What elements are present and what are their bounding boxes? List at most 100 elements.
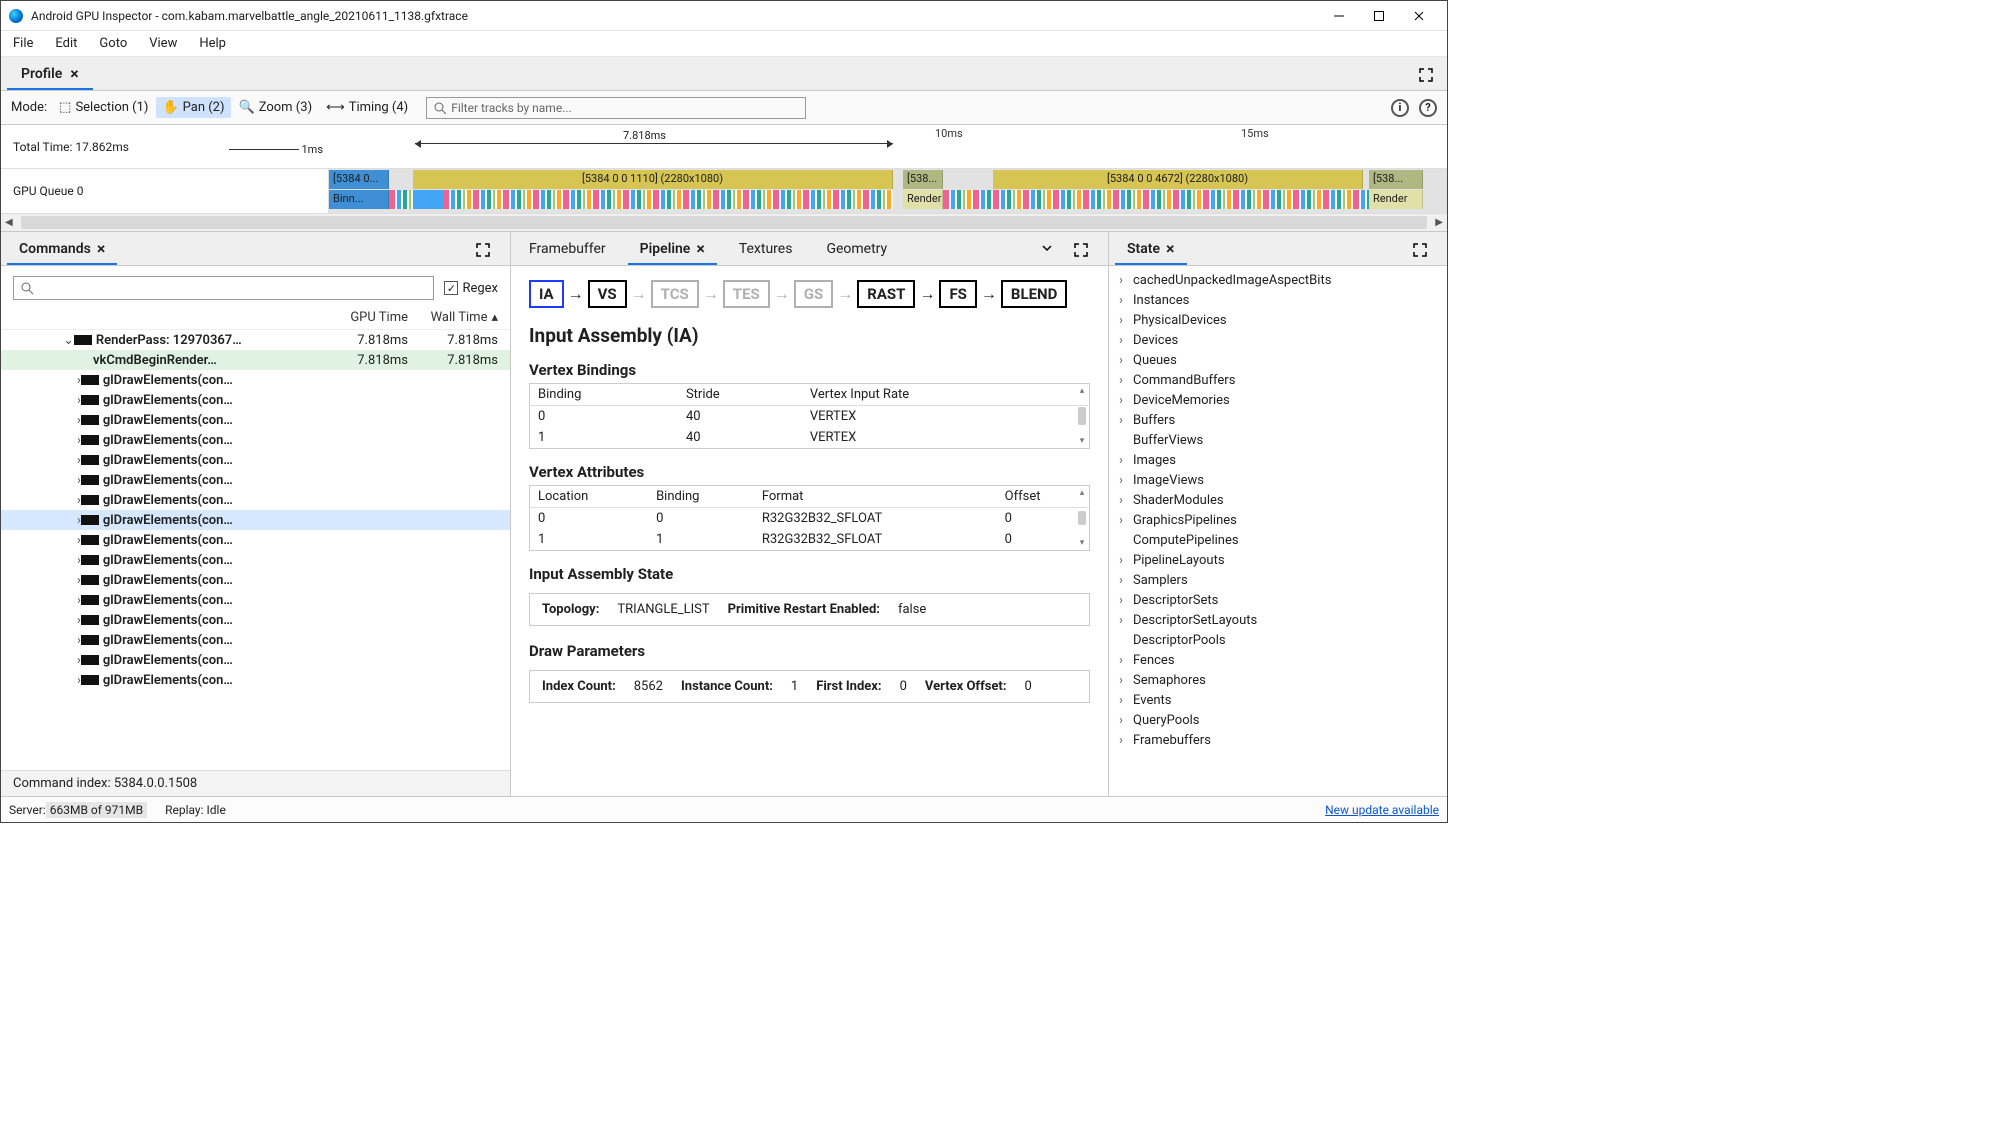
state-item[interactable]: ›CommandBuffers [1109,370,1447,390]
mode-pan[interactable]: ✋Pan (2) [156,97,230,118]
expand-icon[interactable]: › [1119,473,1133,488]
col-wall-time[interactable]: Wall Time▴ [408,310,498,325]
maximize-panel-button[interactable] [1415,64,1437,90]
filter-input[interactable]: Filter tracks by name... [426,97,806,119]
col-header[interactable]: Vertex Input Rate [802,384,1089,406]
scrollbar[interactable]: ▴▾ [1077,488,1087,548]
command-row[interactable]: vkCmdBeginRender…7.818ms7.818ms [1,350,510,370]
stage-tcs[interactable]: TCS [651,280,699,308]
state-item[interactable]: ›cachedUnpackedImageAspectBits [1109,270,1447,290]
close-button[interactable] [1399,2,1439,30]
scroll-right-icon[interactable]: ▶ [1435,217,1443,228]
state-item[interactable]: ›QueryPools [1109,710,1447,730]
timeline-stripes[interactable] [413,190,893,209]
state-item[interactable]: ›ImageViews [1109,470,1447,490]
menu-edit[interactable]: Edit [51,33,81,54]
col-header[interactable]: Stride [678,384,802,406]
command-row[interactable]: ›glDrawElements(con… [1,430,510,450]
tab-profile[interactable]: Profile × [7,59,93,90]
stage-blend[interactable]: BLEND [1001,280,1067,308]
pipeline-expand-button[interactable] [1070,239,1092,265]
timeline-bar[interactable]: Binn... [329,190,389,209]
menu-help[interactable]: Help [195,33,230,54]
state-item[interactable]: ›Framebuffers [1109,730,1447,750]
mode-timing[interactable]: ⟷Timing (4) [320,97,414,118]
command-row[interactable]: ›glDrawElements(con… [1,450,510,470]
scroll-left-icon[interactable]: ◀ [5,217,13,228]
command-row[interactable]: ›glDrawElements(con… [1,670,510,690]
update-link[interactable]: New update available [1325,803,1439,817]
expand-icon[interactable]: › [1119,673,1133,688]
table-row[interactable]: 00R32G32B32_SFLOAT0 [530,508,1089,530]
state-item[interactable]: ›Buffers [1109,410,1447,430]
table-row[interactable]: 11R32G32B32_SFLOAT0 [530,529,1089,550]
expand-icon[interactable]: › [1119,693,1133,708]
stage-rast[interactable]: RAST [857,280,915,308]
col-header[interactable]: Location [530,486,648,508]
expand-icon[interactable]: › [1119,513,1133,528]
state-item[interactable]: ComputePipelines [1109,530,1447,550]
tab-close-icon[interactable]: × [97,241,106,257]
state-item[interactable]: ›Devices [1109,330,1447,350]
state-item[interactable]: ›Queues [1109,350,1447,370]
state-item[interactable]: ›Fences [1109,650,1447,670]
menu-view[interactable]: View [145,33,181,54]
table-row[interactable]: 140VERTEX [530,427,1089,448]
dropdown-button[interactable] [1034,235,1060,265]
command-row[interactable]: ›glDrawElements(con… [1,370,510,390]
tab-close-icon[interactable]: × [696,241,705,257]
command-row[interactable]: ›glDrawElements(con… [1,410,510,430]
mode-selection[interactable]: ⬚Selection (1) [53,97,154,118]
command-row[interactable]: ›glDrawElements(con… [1,650,510,670]
regex-checkbox[interactable]: ✓ Regex [444,281,498,296]
col-header[interactable]: Binding [648,486,754,508]
command-search-input[interactable] [13,276,434,300]
col-header[interactable]: Offset [997,486,1089,508]
col1[interactable] [13,310,318,325]
expand-icon[interactable]: › [1119,353,1133,368]
info-button[interactable]: i [1391,99,1409,117]
tab-state[interactable]: State × [1115,234,1187,265]
command-row[interactable]: ›glDrawElements(con… [1,390,510,410]
timeline-bar[interactable]: [5384 0 0 1110] (2280x1080) [413,170,893,189]
gpu-queue-tracks[interactable]: [5384 0...Binn... [5384 0 0 1110] (2280x1… [329,169,1447,213]
menu-goto[interactable]: Goto [95,33,131,54]
stage-gs[interactable]: GS [794,280,833,308]
state-item[interactable]: ›Events [1109,690,1447,710]
tab-framebuffer[interactable]: Framebuffer [517,234,618,265]
timeline-bar[interactable]: [538... [903,170,943,189]
timeline-stripes[interactable] [943,190,993,209]
timeline-bar[interactable]: [5384 0... [329,170,389,189]
expand-icon[interactable]: › [1119,733,1133,748]
command-row[interactable]: ›glDrawElements(con… [1,490,510,510]
state-item[interactable]: ›ShaderModules [1109,490,1447,510]
state-item[interactable]: ›Semaphores [1109,670,1447,690]
maximize-button[interactable] [1359,2,1399,30]
state-expand-button[interactable] [1409,239,1431,265]
expand-icon[interactable]: › [1119,313,1133,328]
timeline-bar[interactable]: [538... [1369,170,1423,189]
state-item[interactable]: ›DeviceMemories [1109,390,1447,410]
command-row[interactable]: ›glDrawElements(con… [1,510,510,530]
menu-file[interactable]: File [9,33,37,54]
expand-icon[interactable]: › [1119,493,1133,508]
command-row[interactable]: ›glDrawElements(con… [1,470,510,490]
state-item[interactable]: ›Instances [1109,290,1447,310]
expand-icon[interactable]: › [1119,293,1133,308]
state-item[interactable]: BufferViews [1109,430,1447,450]
expand-icon[interactable]: › [1119,393,1133,408]
timeline-stripes[interactable] [993,190,1369,209]
stage-tes[interactable]: TES [723,280,770,308]
timeline-scrollbar[interactable]: ◀ ▶ [1,213,1447,231]
expand-icon[interactable]: › [1119,333,1133,348]
expand-icon[interactable]: ⌄ [63,333,74,348]
commands-expand-button[interactable] [472,239,494,265]
state-item[interactable]: DescriptorPools [1109,630,1447,650]
tab-close-icon[interactable]: × [70,66,79,82]
col-header[interactable]: Format [754,486,997,508]
expand-icon[interactable]: › [1119,553,1133,568]
timeline-bar[interactable]: Render [903,190,943,209]
expand-icon[interactable]: › [1119,653,1133,668]
expand-icon[interactable]: › [1119,453,1133,468]
command-row[interactable]: ›glDrawElements(con… [1,610,510,630]
